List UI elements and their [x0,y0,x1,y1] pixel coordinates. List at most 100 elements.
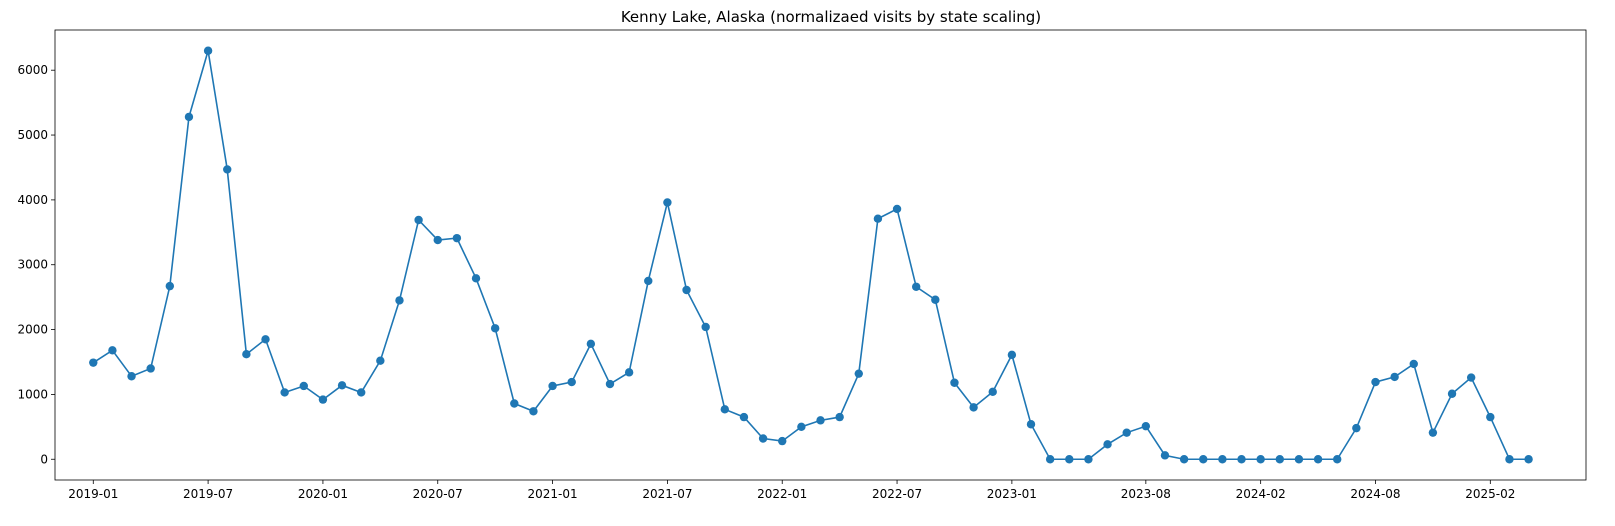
chart-title: Kenny Lake, Alaska (normalizaed visits b… [621,8,1041,26]
data-point [758,434,768,443]
data-point [1505,455,1514,464]
data-point [644,276,653,286]
data-point [548,381,557,391]
data-point [1524,455,1533,464]
data-point [146,364,155,373]
data-point [1141,421,1151,431]
data-point [414,215,423,225]
data-point [1294,455,1304,464]
x-tick-label: 2022-07 [872,487,922,501]
data-point [969,403,978,412]
data-point [510,399,519,408]
data-point [1122,428,1131,437]
y-tick-label: 6000 [17,63,48,77]
x-tick-label: 2020-01 [298,487,348,501]
data-point [1218,455,1227,464]
x-tick-label: 2020-07 [413,487,463,501]
data-point [529,407,538,416]
data-point [1160,451,1170,460]
x-tick-label: 2023-08 [1121,487,1171,501]
data-point [624,368,634,377]
data-point [1199,455,1208,464]
data-point [184,112,194,122]
data-point [490,324,500,333]
data-point [165,281,175,291]
data-point [950,378,959,387]
y-tick-label: 5000 [17,128,48,142]
data-point [337,381,347,390]
y-tick-label: 1000 [17,387,48,401]
data-point [873,214,883,223]
data-point [567,377,576,387]
data-point [816,416,825,425]
data-point [108,346,117,355]
data-point [1447,389,1457,398]
y-axis: 0 1000 2000 3000 4000 5000 6000 [17,63,55,466]
data-point [452,233,462,243]
series-line [92,50,1529,461]
data-point [1352,423,1361,433]
data-point [299,381,308,391]
data-point [1084,455,1093,464]
x-tick-label: 2024-08 [1350,487,1400,501]
data-point [682,285,691,295]
data-point [127,372,136,381]
data-point [1045,455,1055,464]
x-tick-label: 2021-07 [642,487,692,501]
data-point [1026,420,1036,429]
data-point [261,335,270,344]
data-point [376,356,385,365]
data-point [1390,372,1399,382]
x-tick-label: 2024-02 [1236,487,1286,501]
data-point [835,412,844,422]
data-point [1179,455,1189,464]
data-point [1313,455,1323,464]
data-point [701,322,710,332]
x-tick-label: 2021-01 [528,487,578,501]
data-point [1237,455,1246,464]
data-point [988,387,997,397]
data-point [357,388,366,397]
x-tick-label: 2019-01 [68,487,118,501]
data-point [931,295,940,304]
data-point [89,358,98,367]
data-point [1371,377,1380,387]
y-tick-label: 4000 [17,193,48,207]
data-point [1333,455,1342,464]
data-point [586,339,596,349]
data-point [395,296,404,305]
data-point [911,282,921,291]
data-point [797,422,806,432]
data-point [720,405,730,414]
y-tick-label: 2000 [17,323,48,337]
x-axis: 2019-01 2019-07 2020-01 2020-07 2021-01 2021-… [68,480,1515,501]
data-point [433,235,442,245]
series-group [89,46,1533,464]
x-tick-label: 2019-07 [183,487,233,501]
data-point [739,412,749,422]
x-tick-label: 2023-01 [987,487,1037,501]
data-point [1007,350,1017,360]
data-point [1486,412,1495,422]
data-point [1466,373,1476,382]
data-point [318,395,328,404]
data-point [854,369,863,378]
data-point [605,379,615,389]
y-tick-label: 3000 [17,258,48,272]
data-point [1256,455,1265,464]
data-point [1409,359,1418,369]
data-point [663,198,672,207]
data-point [471,274,481,283]
data-point [242,350,251,359]
data-point [280,388,289,397]
data-point [1275,455,1285,464]
plot-area-frame [54,29,1587,481]
data-point [223,165,232,174]
data-point [892,204,902,214]
x-tick-label: 2025-02 [1465,487,1515,501]
data-point [1428,428,1438,437]
data-point [203,46,213,55]
y-tick-label: 0 [40,452,48,466]
data-point [778,436,787,446]
